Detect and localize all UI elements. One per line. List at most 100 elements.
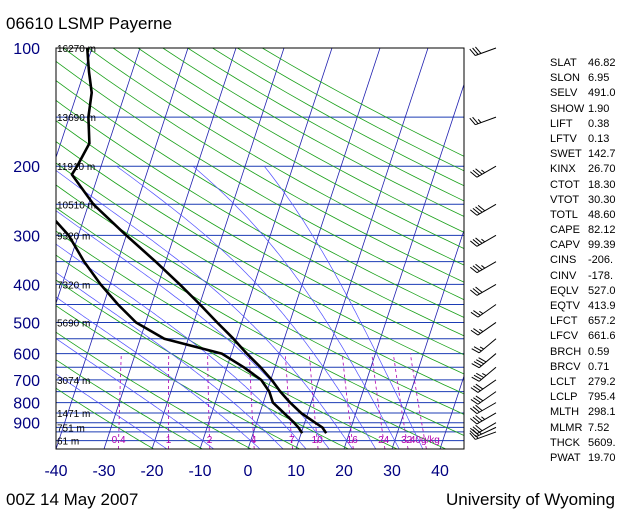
- dry-adiabat-line: [56, 184, 464, 415]
- index-key: MLMR: [550, 421, 583, 434]
- index-key: VTOT: [550, 193, 580, 206]
- barb-flag: [470, 418, 478, 425]
- height-label: 10510 m: [57, 200, 96, 211]
- barb-flag: [472, 239, 480, 246]
- index-row: THCK 5609.: [550, 436, 616, 451]
- barb-flag: [472, 429, 480, 436]
- barb-half-flag: [481, 265, 486, 269]
- mixing-ratio-line: [284, 353, 293, 449]
- index-value: 1.90: [588, 102, 610, 115]
- index-key: CTOT: [550, 178, 580, 191]
- dry-adiabat-line: [56, 359, 203, 449]
- moist-adiabat-line: [56, 373, 168, 449]
- barb-flag: [473, 397, 481, 403]
- index-row: CTOT 18.30: [550, 178, 616, 193]
- temperature-line: [70, 48, 328, 434]
- barb-flag: [473, 374, 482, 380]
- barb-flag: [472, 169, 480, 177]
- x-tick-label: 30: [383, 463, 401, 480]
- barb-flag: [476, 372, 484, 378]
- dry-adiabat-line: [56, 60, 464, 301]
- height-label: 13690 m: [57, 113, 96, 124]
- index-value: 48.60: [588, 208, 616, 221]
- dry-adiabat-line: [137, 48, 464, 233]
- dry-adiabat-line: [162, 48, 464, 217]
- index-value: 0.71: [588, 360, 610, 373]
- barb-half-flag: [477, 119, 482, 123]
- barb-flag: [469, 430, 477, 438]
- wind-barb: [470, 412, 497, 425]
- dry-adiabat-line: [56, 254, 398, 449]
- height-label: 1471 m: [57, 409, 90, 420]
- barb-flag: [472, 288, 480, 295]
- index-value: 661.6: [588, 330, 616, 343]
- barb-flag: [472, 265, 480, 272]
- footer-date: 00Z 14 May 2007: [6, 490, 139, 509]
- index-value: 657.2: [588, 315, 616, 328]
- wind-barb: [470, 261, 497, 274]
- index-value: 6.95: [588, 72, 610, 85]
- dry-adiabat-line: [56, 99, 464, 337]
- barb-half-flag: [474, 434, 479, 439]
- index-row: PWAT 19.70: [550, 451, 616, 466]
- index-value: 413.9: [588, 300, 616, 312]
- isotherm-line: [295, 48, 429, 449]
- barb-flag: [470, 240, 478, 247]
- barb-flag: [477, 204, 486, 212]
- index-value: -178.: [588, 269, 614, 282]
- index-row: LFCV 661.6: [550, 329, 616, 344]
- index-row: LCLT 279.2: [550, 375, 616, 390]
- barb-flag: [475, 46, 482, 54]
- moist-adiabat-line: [56, 338, 214, 449]
- wind-barb: [470, 304, 497, 318]
- pressure-label: 200: [13, 159, 40, 176]
- index-row: LIFT 0.38: [550, 117, 616, 132]
- wind-barb: [470, 234, 497, 247]
- wind-barb: [469, 431, 497, 440]
- barb-flag: [472, 207, 480, 215]
- barb-flag: [470, 266, 478, 274]
- barb-half-flag: [481, 416, 486, 420]
- barb-flag: [470, 209, 478, 216]
- wind-barb: [470, 391, 497, 405]
- barb-flag: [471, 376, 480, 382]
- index-key: EQTV: [550, 300, 580, 312]
- barb-staff: [476, 261, 497, 274]
- index-row: CINS -206.: [550, 253, 616, 268]
- dry-adiabat-line: [56, 331, 252, 449]
- index-value: 5609.: [588, 436, 616, 449]
- index-value: 491.0: [588, 87, 616, 100]
- barb-flag: [473, 346, 482, 352]
- wind-barb: [470, 402, 497, 415]
- isotherm-line: [56, 48, 189, 449]
- mixing-ratio-label: 40g/kg: [410, 435, 440, 446]
- sounding-profiles: [56, 48, 328, 434]
- dry-adiabat-line: [56, 80, 464, 318]
- mixing-ratio-label: 24: [378, 435, 390, 446]
- barb-flag: [475, 415, 483, 422]
- height-label: 16270 m: [57, 44, 96, 55]
- index-row: SWET 142.7: [550, 147, 616, 162]
- index-value: 279.2: [588, 375, 616, 388]
- dry-adiabat-line: [56, 305, 300, 449]
- index-row: MLMR 7.52: [550, 421, 616, 436]
- index-value: 0.38: [588, 117, 610, 130]
- index-value: 18.30: [588, 178, 616, 191]
- wind-barb: [470, 422, 497, 435]
- barb-staff: [477, 379, 497, 393]
- index-key: SELV: [550, 87, 578, 100]
- barb-staff: [475, 116, 497, 126]
- barb-staff: [476, 203, 497, 216]
- footer-source: University of Wyoming: [446, 490, 615, 509]
- moist-adiabat-line: [56, 296, 261, 449]
- dry-adiabat-line: [63, 48, 464, 283]
- isotherm-line: [56, 48, 141, 305]
- barb-flag: [478, 357, 487, 363]
- mixing-ratio-label: 10: [312, 435, 324, 446]
- height-label: 7320 m: [57, 280, 90, 291]
- barb-half-flag: [481, 169, 486, 174]
- mixing-ratio-label: 7: [289, 435, 295, 446]
- index-value: 7.52: [588, 421, 610, 434]
- isotherm-line: [56, 48, 93, 159]
- barb-half-flag: [479, 310, 484, 315]
